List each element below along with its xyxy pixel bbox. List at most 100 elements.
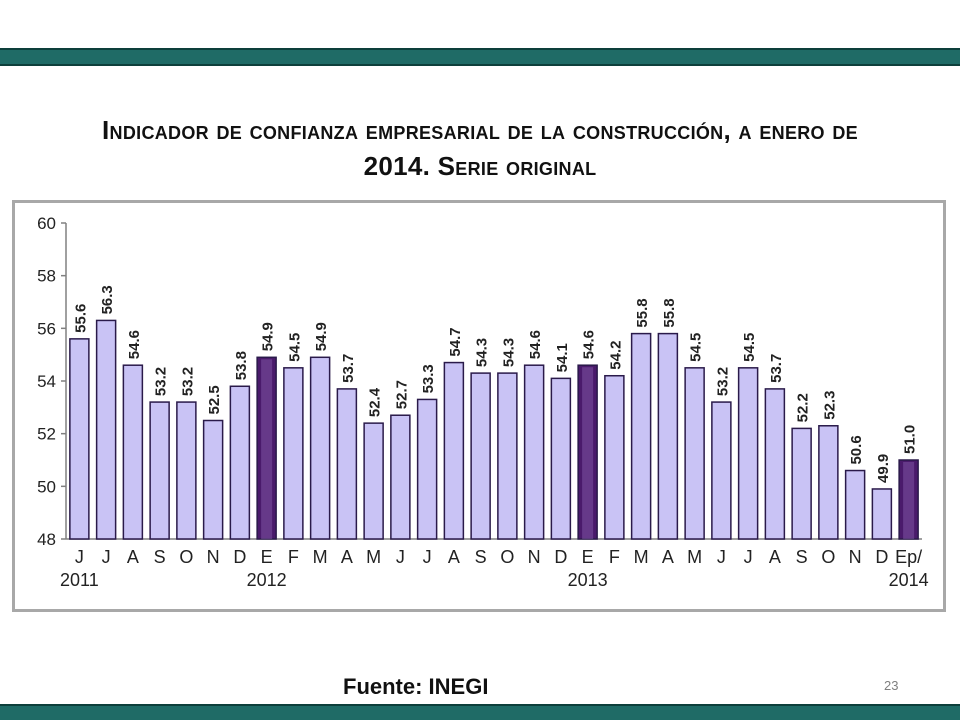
- bar: [283, 367, 304, 540]
- data-label: 54.6: [581, 330, 598, 359]
- bar: [229, 385, 251, 540]
- bar: [684, 367, 705, 540]
- data-label: 50.6: [848, 435, 865, 464]
- data-label: 53.8: [233, 351, 250, 380]
- bar: [657, 332, 679, 540]
- x-tick-label: A: [341, 547, 353, 567]
- x-tick-label: J: [717, 547, 726, 567]
- data-label: 49.9: [875, 454, 892, 483]
- x-tick-label: A: [127, 547, 139, 567]
- data-label: 54.5: [286, 333, 303, 362]
- y-tick-label: 56: [37, 319, 56, 338]
- bar: [443, 361, 465, 540]
- page-number: 23: [884, 678, 899, 693]
- bar: [470, 372, 491, 540]
- data-label: 54.5: [688, 333, 705, 362]
- data-label: 54.3: [500, 338, 517, 367]
- x-tick-label: S: [796, 547, 808, 567]
- bar-highlighted: [256, 356, 277, 540]
- x-tick-label: N: [207, 547, 220, 567]
- year-label: 2011: [60, 570, 99, 590]
- data-label: 53.7: [768, 354, 785, 383]
- data-label: 54.5: [741, 333, 758, 362]
- title-line-1: Indicador de confianza empresarial de la…: [102, 115, 858, 145]
- y-tick-label: 50: [37, 477, 56, 496]
- x-tick-label: N: [528, 547, 541, 567]
- x-tick-label: A: [769, 547, 781, 567]
- year-label: 2013: [568, 570, 608, 590]
- data-label: 54.6: [126, 330, 143, 359]
- bar: [523, 364, 545, 540]
- bar-highlighted: [898, 459, 919, 540]
- data-label: 52.4: [367, 387, 384, 417]
- y-tick-label: 48: [37, 530, 56, 549]
- title-line-2: 2014. Serie original: [363, 151, 597, 181]
- x-tick-label: M: [313, 547, 328, 567]
- y-tick-label: 58: [37, 267, 56, 286]
- x-tick-label: M: [634, 547, 649, 567]
- bar: [791, 427, 812, 540]
- x-tick-label: S: [154, 547, 166, 567]
- data-label: 51.0: [902, 425, 919, 454]
- data-label: 52.5: [206, 385, 223, 414]
- bar: [844, 469, 866, 540]
- x-tick-label: E: [261, 547, 273, 567]
- x-tick-label: J: [423, 547, 432, 567]
- bar: [497, 372, 518, 540]
- bar: [202, 419, 224, 540]
- y-tick-label: 60: [37, 214, 56, 233]
- bar: [363, 422, 384, 540]
- data-label: 54.9: [260, 322, 277, 351]
- bar: [69, 338, 90, 540]
- x-tick-label: A: [448, 547, 460, 567]
- bar-highlight-shade: [582, 367, 594, 539]
- data-label: 54.3: [474, 338, 491, 367]
- y-tick-label: 54: [37, 372, 56, 391]
- x-tick-label: A: [662, 547, 674, 567]
- bar: [604, 374, 625, 540]
- x-tick-label: D: [554, 547, 567, 567]
- bar: [764, 388, 786, 540]
- bar: [122, 364, 144, 540]
- data-label: 53.2: [179, 367, 196, 396]
- data-label: 52.3: [821, 391, 838, 420]
- x-tick-label: Ep/: [895, 547, 922, 567]
- data-label: 54.9: [313, 322, 330, 351]
- x-tick-label: D: [875, 547, 888, 567]
- slide-title: Indicador de confianza empresarial de la…: [40, 112, 920, 184]
- bar: [416, 398, 438, 540]
- bar: [176, 401, 197, 540]
- data-label: 55.8: [634, 298, 651, 327]
- data-label: 55.8: [661, 298, 678, 327]
- data-label: 54.6: [527, 330, 544, 359]
- bar: [550, 377, 572, 540]
- data-label: 54.7: [447, 327, 464, 356]
- footer-band: [0, 704, 960, 720]
- x-tick-label: F: [609, 547, 620, 567]
- x-tick-label: S: [475, 547, 487, 567]
- bar-highlight-shade: [903, 462, 915, 539]
- data-label: 52.7: [393, 380, 410, 409]
- bar: [309, 356, 331, 540]
- bar: [871, 488, 893, 540]
- year-label: 2012: [247, 570, 287, 590]
- bar: [390, 414, 411, 540]
- x-tick-label: J: [102, 547, 111, 567]
- x-tick-label: O: [500, 547, 514, 567]
- data-label: 54.2: [607, 341, 624, 370]
- x-tick-label: J: [396, 547, 405, 567]
- x-tick-label: M: [366, 547, 381, 567]
- bar: [149, 401, 170, 540]
- x-tick-label: M: [687, 547, 702, 567]
- x-tick-label: E: [582, 547, 594, 567]
- bar-highlight-shade: [261, 359, 273, 539]
- source-label: Fuente: INEGI: [343, 674, 489, 699]
- year-label: 2014: [889, 570, 929, 590]
- data-label: 53.3: [420, 364, 437, 393]
- data-label: 54.1: [554, 343, 571, 372]
- x-tick-label: N: [849, 547, 862, 567]
- bar: [630, 332, 652, 540]
- data-label: 53.2: [714, 367, 731, 396]
- bar: [711, 401, 732, 540]
